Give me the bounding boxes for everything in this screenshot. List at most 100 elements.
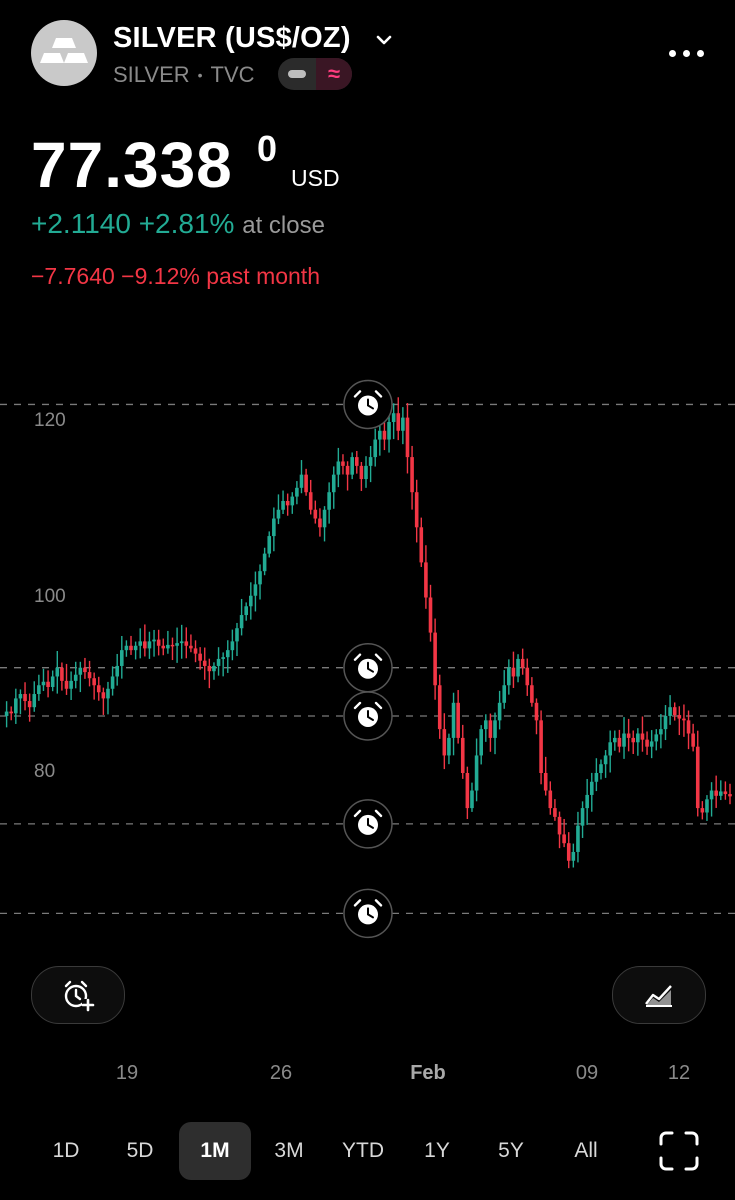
candle-down: [672, 707, 677, 716]
candle-down: [304, 474, 308, 493]
alarm-clock-hands: [367, 398, 374, 410]
candle-up: [166, 644, 170, 649]
candle-up: [331, 474, 336, 493]
candle-up: [18, 694, 23, 699]
range-1m[interactable]: 1M: [179, 1122, 251, 1180]
range-all[interactable]: All: [574, 1139, 598, 1162]
candle-down: [184, 641, 189, 646]
candle-up: [493, 720, 497, 738]
candle-up: [138, 641, 143, 646]
candle-down: [626, 733, 631, 738]
candle-up: [50, 676, 55, 688]
candle-down: [405, 417, 410, 458]
candle-up: [659, 729, 663, 735]
alarm-clock-bells: [353, 809, 383, 818]
range-1y[interactable]: 1Y: [424, 1139, 450, 1162]
silver-bars-icon: [40, 38, 88, 63]
candle-up: [212, 665, 216, 672]
candle-down: [313, 509, 318, 519]
candle-up: [110, 676, 115, 689]
price-superscript: 0: [257, 128, 278, 169]
y-tick-label: 80: [34, 761, 56, 782]
range-3m[interactable]: 3M: [274, 1139, 304, 1162]
candle-down: [428, 597, 433, 633]
candle-up: [502, 685, 507, 703]
candle-down: [382, 430, 387, 440]
silver-bars-logo: [31, 20, 97, 86]
candle-up: [387, 422, 391, 440]
separator-dot: •: [197, 67, 203, 83]
candle-up: [175, 643, 179, 646]
range-1d[interactable]: 1D: [52, 1139, 80, 1162]
x-tick-label: Feb: [410, 1062, 446, 1084]
candle-down: [539, 720, 543, 773]
candle-up: [447, 737, 451, 756]
symbol-title[interactable]: SILVER (US$/OZ): [113, 22, 351, 54]
candle-down: [23, 694, 27, 702]
x-tick-label: 19: [115, 1062, 139, 1084]
candle-up: [272, 518, 276, 537]
candle-down: [645, 739, 649, 747]
candle-down: [161, 645, 166, 649]
candle-up: [55, 667, 60, 677]
candle-down: [714, 790, 718, 796]
candle-up: [276, 509, 281, 519]
price-chart-svg[interactable]: [0, 360, 735, 950]
y-tick-label: 100: [34, 586, 66, 607]
candle-down: [64, 680, 69, 689]
candle-down: [341, 461, 345, 466]
candle-up: [705, 799, 709, 813]
range-ytd[interactable]: YTD: [342, 1139, 384, 1162]
candle-up: [281, 500, 285, 510]
candle-up: [106, 688, 110, 699]
candle-up: [336, 461, 341, 475]
candle-up: [654, 734, 659, 742]
candle-down: [677, 715, 682, 719]
compare-indicator-button[interactable]: [612, 966, 706, 1024]
candle-down: [631, 737, 636, 743]
candle-up: [350, 457, 354, 475]
alarm-clock-bells: [353, 390, 383, 398]
candle-down: [87, 672, 92, 679]
candle-up: [235, 628, 239, 642]
candle-down: [156, 639, 161, 646]
candle-down: [318, 518, 322, 528]
price-chart[interactable]: 120 100 80: [0, 360, 735, 950]
candle-down: [359, 465, 364, 480]
candle-up: [239, 615, 244, 629]
chart-compare-icon: [645, 985, 672, 1007]
candle-down: [566, 843, 571, 861]
more-options-icon[interactable]: [663, 40, 709, 66]
x-tick-label: 26: [269, 1062, 293, 1084]
candle-down: [460, 737, 465, 773]
candle-up: [262, 553, 267, 572]
candle-up: [479, 729, 483, 756]
candle-up: [594, 773, 599, 782]
candle-up: [585, 794, 589, 809]
candle-down: [465, 773, 470, 809]
candle-up: [124, 645, 129, 651]
candle-down: [189, 645, 193, 649]
candle-down: [410, 457, 414, 493]
range-5y[interactable]: 5Y: [498, 1139, 524, 1162]
candle-down: [728, 794, 732, 797]
candle-up: [78, 667, 83, 675]
candle-up: [322, 509, 327, 528]
candle-down: [557, 816, 562, 835]
candle-up: [576, 825, 580, 852]
fullscreen-icon[interactable]: [658, 1130, 700, 1172]
chevron-down-icon[interactable]: [374, 30, 394, 50]
range-5d[interactable]: 5D: [126, 1139, 154, 1162]
candle-up: [253, 584, 258, 596]
y-tick-label: 120: [34, 410, 66, 431]
candle-down: [207, 665, 212, 672]
candle-down: [396, 413, 401, 431]
candle-down: [202, 660, 207, 666]
session-pill[interactable]: ≈: [278, 58, 352, 90]
candle-up: [668, 707, 672, 716]
add-alert-button[interactable]: [31, 966, 125, 1024]
candle-up: [516, 658, 520, 677]
candle-up: [718, 791, 723, 796]
candle-down: [723, 791, 728, 795]
candle-up: [221, 657, 225, 659]
